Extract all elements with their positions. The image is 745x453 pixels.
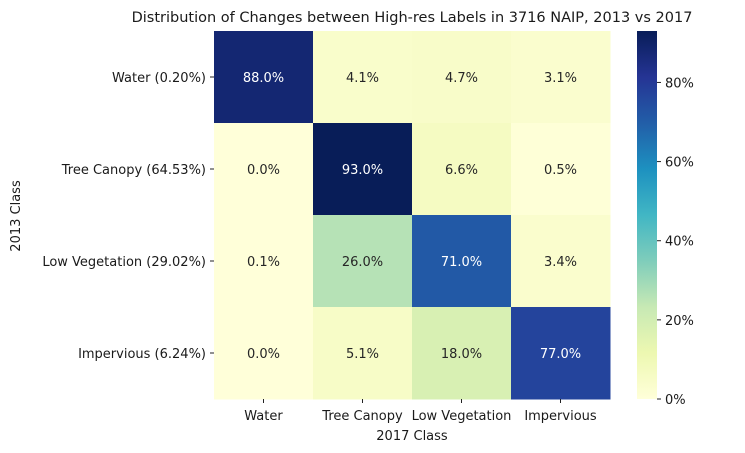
cell-value-label: 3.1%: [544, 71, 577, 86]
heatmap-cell: [214, 123, 314, 216]
cell-value-label: 71.0%: [441, 255, 482, 270]
x-tick-label: Water: [244, 409, 283, 424]
colorbar-tick-label: 80%: [665, 76, 694, 91]
heatmap-cell: [511, 31, 611, 124]
cell-value-label: 0.5%: [544, 163, 577, 178]
heatmap-cell: [511, 307, 611, 400]
y-tick-label: Water (0.20%): [112, 71, 206, 86]
heatmap-cell: [412, 31, 512, 124]
heatmap-cell: [313, 307, 413, 400]
heatmap-cell: [412, 215, 512, 308]
colorbar-tick-label: 0%: [665, 393, 686, 408]
heatmap-cell: [313, 123, 413, 216]
cell-value-label: 4.1%: [346, 71, 379, 86]
heatmap-cell: [214, 31, 314, 124]
cell-value-label: 88.0%: [243, 71, 284, 86]
x-tick-label: Tree Canopy: [321, 409, 403, 424]
colorbar-ticks: 0% 20% 40% 60% 80%: [657, 76, 694, 408]
y-tick-label: Tree Canopy (64.53%): [61, 163, 206, 178]
colorbar-tick-label: 40%: [665, 235, 694, 250]
y-tick-label: Impervious (6.24%): [78, 347, 206, 362]
cell-value-label: 5.1%: [346, 347, 379, 362]
x-axis-ticks: Water Tree Canopy Low Vegetation Impervious: [244, 399, 597, 424]
cell-value-label: 18.0%: [441, 347, 482, 362]
cell-value-label: 4.7%: [445, 71, 478, 86]
chart-title: Distribution of Changes between High-res…: [132, 10, 693, 26]
x-tick-label: Impervious: [524, 409, 597, 424]
heatmap-cell: [412, 307, 512, 400]
cell-value-label: 77.0%: [540, 347, 581, 362]
cell-value-label: 26.0%: [342, 255, 383, 270]
cell-value-label: 0.0%: [247, 347, 280, 362]
cell-value-label: 6.6%: [445, 163, 478, 178]
heatmap-cell: [313, 31, 413, 124]
cell-value-label: 0.0%: [247, 163, 280, 178]
colorbar-tick-label: 20%: [665, 314, 694, 329]
y-tick-label: Low Vegetation (29.02%): [42, 255, 206, 270]
heatmap-cell: [511, 215, 611, 308]
cell-value-label: 0.1%: [247, 255, 280, 270]
colorbar: [637, 31, 657, 399]
x-tick-label: Low Vegetation: [412, 409, 512, 424]
heatmap-cell: [412, 123, 512, 216]
y-axis-label: 2013 Class: [9, 180, 24, 252]
heatmap-cell: [313, 215, 413, 308]
colorbar-tick-label: 60%: [665, 156, 694, 171]
cell-value-label: 93.0%: [342, 163, 383, 178]
heatmap-cell: [511, 123, 611, 216]
cell-value-label: 3.4%: [544, 255, 577, 270]
y-axis-ticks: Water (0.20%) Tree Canopy (64.53%) Low Veg…: [42, 71, 214, 362]
heatmap-cell-labels: 88.0% 4.1% 4.7% 3.1% 0.0% 93.0% 6.6% 0.5% 0.1% 26…: [243, 71, 581, 362]
heatmap-cell: [214, 215, 314, 308]
heatmap-cell: [214, 307, 314, 400]
x-axis-label: 2017 Class: [376, 429, 448, 444]
heatmap-cells: [214, 31, 611, 400]
